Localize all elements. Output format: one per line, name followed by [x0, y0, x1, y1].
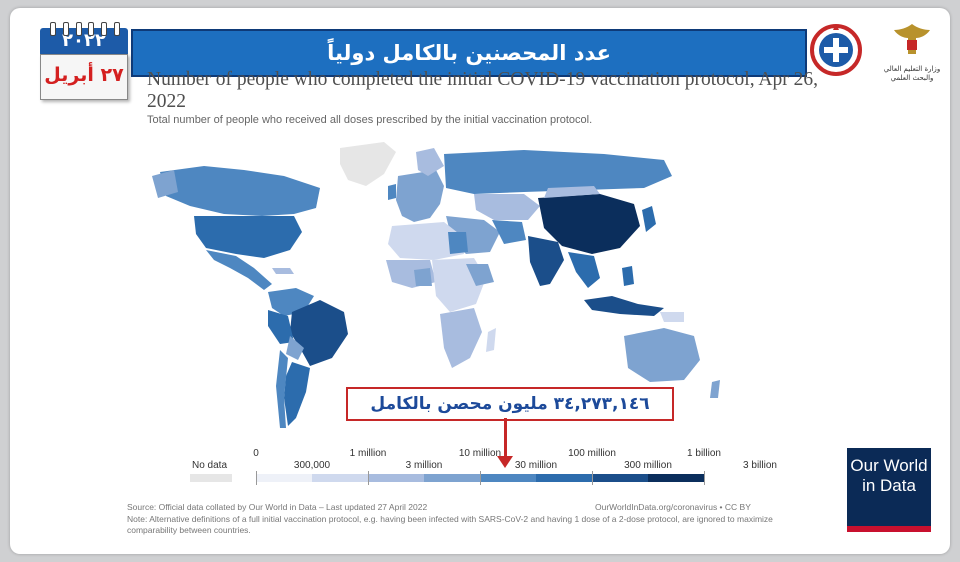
legend-bottom-label: 3 billion: [743, 460, 777, 471]
legend-swatch: [312, 474, 368, 482]
owid-logo: Our World in Data: [847, 448, 931, 532]
region-philippines: [622, 266, 634, 286]
region-australia: [624, 328, 700, 382]
legend-bottom-label: 3 million: [405, 460, 443, 471]
region-nigeria: [414, 268, 432, 286]
region-bolivia: [286, 336, 304, 360]
region-new-zealand: [710, 380, 720, 398]
region-caribbean: [272, 268, 294, 274]
region-central-asia: [474, 194, 540, 220]
calendar-date: ٢٧ أبريل: [40, 54, 128, 100]
legend-bottom-label: 30 million: [514, 460, 558, 471]
legend-bottom-label: 300,000: [293, 460, 331, 471]
region-papua: [660, 312, 684, 322]
world-map: [152, 142, 720, 428]
region-uk: [388, 184, 396, 200]
region-russia: [444, 150, 672, 194]
ministry-logo: وزارة التعليم العالي والبحث العلمي: [882, 20, 942, 82]
calendar-year: ٢٠٢٢: [40, 28, 128, 54]
region-southeast-asia: [568, 252, 600, 288]
region-japan: [642, 206, 656, 232]
chart-title: Number of people who completed the initi…: [147, 69, 818, 112]
owid-line2: in Data: [862, 476, 916, 495]
legend-top-label: 1 billion: [687, 448, 721, 459]
ministry-of-health-logo: [810, 24, 862, 76]
legend-no-data-swatch: [190, 474, 232, 482]
source-text: Source: Official data collated by Our Wo…: [127, 502, 428, 512]
legend-no-data-label: No data: [192, 460, 228, 471]
legend-top-label: 0: [253, 448, 259, 459]
legend-swatch: [256, 474, 312, 482]
region-peru: [268, 310, 294, 344]
region-usa: [194, 216, 302, 258]
region-mongolia: [544, 186, 600, 198]
legend-swatch: [480, 474, 536, 482]
eagle-emblem-icon: [894, 24, 930, 54]
legend-top-label: 100 million: [568, 448, 616, 459]
region-ethiopia: [466, 264, 494, 286]
owid-line1: Our World: [850, 456, 928, 475]
note-text: Note: Alternative definitions of a full …: [127, 514, 773, 535]
region-egypt: [448, 232, 468, 254]
region-china: [538, 194, 640, 254]
chart-subtitle: Total number of people who received all …: [147, 114, 593, 126]
map-legend: No data 0 1 million 10 million 100 million 1…: [190, 444, 777, 485]
region-scandinavia: [416, 148, 444, 176]
owid-red-bar: [847, 526, 931, 532]
legend-bottom-label: 300 million: [624, 460, 672, 471]
region-alaska: [152, 170, 178, 198]
legend-tick: [480, 471, 481, 485]
region-mexico: [206, 250, 272, 290]
region-north-africa: [388, 222, 464, 260]
legend-top-label: 1 million: [349, 448, 387, 459]
region-chile: [276, 350, 288, 428]
region-europe: [396, 170, 444, 222]
region-greenland: [340, 142, 396, 186]
legend-tick: [368, 471, 369, 485]
region-brazil: [290, 300, 348, 366]
region-iran: [492, 220, 526, 244]
ministry-label: وزارة التعليم العالي والبحث العلمي: [883, 65, 941, 82]
legend-tick: [256, 471, 257, 485]
arabic-title-banner: عدد المحصنين بالكامل دولياً: [131, 29, 807, 77]
region-madagascar: [486, 328, 496, 352]
highlight-callout: ٣٤,٢٧٣,١٤٦ مليون محصن بالكامل: [346, 387, 674, 421]
legend-swatch: [592, 474, 648, 482]
region-india: [528, 236, 564, 286]
callout-arrow-shaft: [504, 418, 507, 458]
region-argentina: [284, 362, 310, 426]
legend-swatch: [536, 474, 592, 482]
legend-swatch: [424, 474, 480, 482]
legend-top-label: 10 million: [458, 448, 502, 459]
calendar-rings: [50, 22, 120, 36]
legend-tick: [704, 471, 705, 485]
region-southern-africa: [440, 308, 482, 368]
calendar-badge: ٢٠٢٢ ٢٧ أبريل: [40, 22, 128, 102]
legend-swatch: [648, 474, 704, 482]
legend-swatch: [368, 474, 424, 482]
legend-tick: [592, 471, 593, 485]
region-indonesia: [584, 296, 664, 316]
callout-arrow-icon: [497, 456, 513, 468]
slide-card: ٢٠٢٢ ٢٧ أبريل عدد المحصنين بالكامل دوليا…: [10, 8, 950, 554]
source-link: OurWorldInData.org/coronavirus • CC BY: [595, 502, 751, 512]
region-canada: [160, 166, 320, 216]
